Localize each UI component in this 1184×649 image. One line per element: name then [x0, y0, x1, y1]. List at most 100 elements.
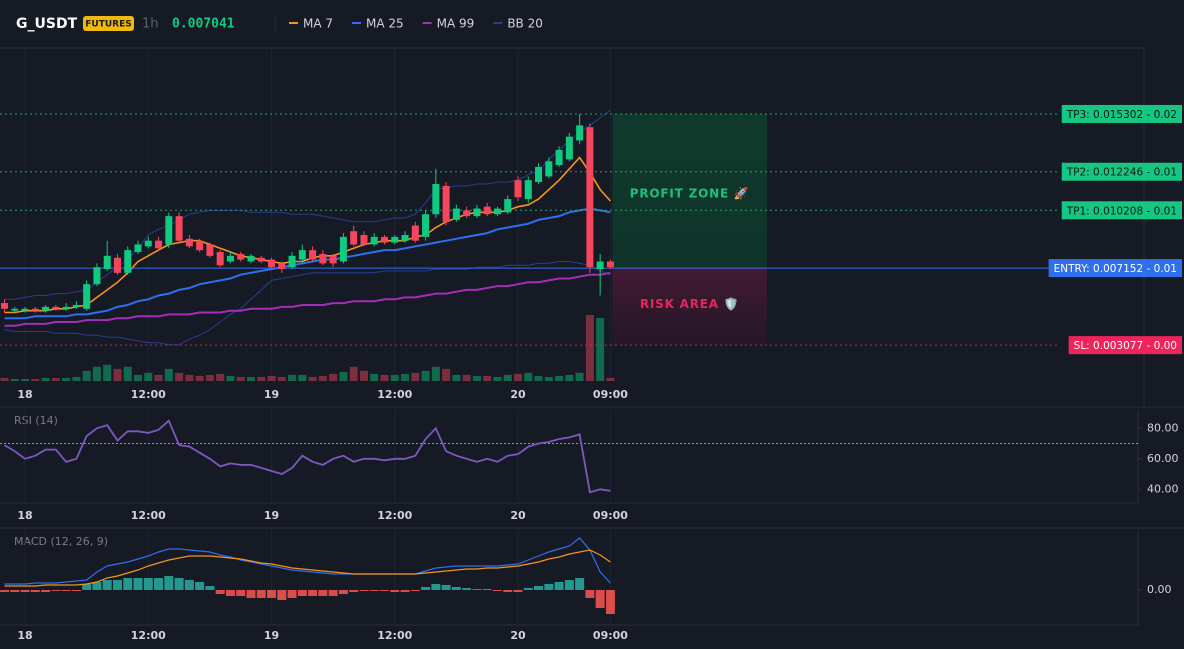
histogram-bar	[421, 587, 431, 590]
x-tick-label: 12:00	[131, 388, 166, 401]
volume-bar	[10, 378, 19, 381]
bb-upper	[4, 109, 611, 300]
histogram-bar	[205, 586, 215, 590]
ma-line	[4, 271, 611, 327]
x-tick-label: 19	[264, 509, 279, 522]
candle-body	[144, 240, 152, 247]
volume-bar	[431, 366, 440, 381]
histogram-bar	[20, 590, 30, 592]
histogram-bar	[0, 590, 9, 592]
histogram-bar	[328, 590, 338, 596]
level-label-bg	[1048, 259, 1182, 278]
bb-lower	[4, 261, 611, 346]
volume-bar	[185, 374, 194, 381]
level-label: TP3: 0.015302 - 0.02	[1066, 109, 1177, 121]
volume-bar	[164, 368, 173, 381]
x-tick-label: 12:00	[131, 629, 166, 642]
candle-body	[586, 127, 594, 268]
histogram-bar	[246, 590, 256, 598]
volume-bar	[462, 374, 471, 381]
x-tick-label: 19	[264, 388, 279, 401]
candle-body	[504, 199, 512, 213]
candle-body	[391, 236, 399, 243]
rsi-title: RSI (14)	[14, 414, 58, 427]
candle-body	[493, 208, 501, 215]
histogram-bar	[10, 590, 20, 592]
histogram-bar	[82, 584, 92, 590]
volume-bar	[21, 378, 30, 381]
x-tick-label: 20	[510, 509, 526, 522]
level-label: SL: 0.003077 - 0.00	[1074, 340, 1177, 352]
histogram-bar	[575, 578, 585, 590]
volume-bar	[565, 374, 574, 381]
level-label-bg	[1061, 201, 1182, 220]
histogram-bar	[41, 590, 51, 592]
volume-bar	[288, 374, 297, 381]
candle-body	[452, 208, 460, 220]
candle-body	[257, 257, 265, 262]
volume-bar	[596, 318, 605, 381]
candle-body	[11, 308, 19, 311]
legend-label: MA 25	[366, 17, 404, 31]
candle-body	[31, 308, 39, 311]
volume-bar	[277, 376, 286, 381]
histogram-bar	[102, 580, 112, 590]
candle-body	[411, 225, 419, 241]
candle-body	[606, 261, 614, 268]
volume-bar	[113, 368, 122, 381]
histogram-bar	[431, 584, 441, 590]
x-tick-label: 09:00	[593, 388, 628, 401]
last-price: 0.007041	[172, 17, 235, 32]
histogram-bar	[61, 590, 71, 591]
volume-bar	[154, 374, 163, 381]
volume-bar	[236, 376, 245, 381]
volume-bar	[329, 373, 338, 381]
histogram-bar	[225, 590, 235, 596]
volume-bar	[123, 366, 132, 381]
candle-body	[463, 210, 471, 217]
volume-bar	[226, 375, 235, 381]
volume-bar	[524, 372, 533, 381]
volume-bar	[267, 375, 276, 381]
histogram-bar	[462, 588, 472, 590]
histogram-bar	[472, 589, 482, 590]
histogram-bar	[51, 590, 61, 591]
histogram-bar	[256, 590, 266, 598]
volume-bar	[503, 374, 512, 381]
candle-body	[196, 240, 204, 251]
volume-bar	[390, 374, 399, 381]
volume-bar	[359, 370, 368, 381]
level-label-bg	[1068, 336, 1182, 355]
candle-body	[185, 238, 193, 247]
volume-bar	[421, 370, 430, 381]
volume-bar	[534, 375, 543, 381]
candle-body	[339, 236, 347, 262]
badge: FUTURES	[85, 20, 131, 30]
candle-body	[319, 253, 327, 264]
volume-bar	[401, 373, 410, 381]
candle-body	[155, 240, 163, 249]
y-tick-label: 60.00	[1147, 452, 1179, 465]
candle-body	[380, 236, 388, 243]
histogram-bar	[585, 590, 595, 598]
candle-body	[535, 166, 543, 183]
candle-body	[134, 244, 142, 253]
zone-label: PROFIT ZONE 🚀	[630, 187, 750, 201]
level-label: ENTRY: 0.007152 - 0.01	[1054, 263, 1177, 275]
zone-label: RISK AREA 🛡️	[640, 297, 740, 311]
histogram-bar	[400, 590, 410, 592]
candle-body	[165, 216, 173, 245]
volume-bar	[103, 364, 112, 381]
histogram-bar	[164, 576, 174, 590]
x-tick-label: 20	[510, 388, 526, 401]
y-tick-label: 0.00	[1147, 583, 1172, 596]
legend-label: BB 20	[507, 17, 543, 31]
candle-body	[72, 304, 80, 307]
candle-body	[216, 252, 224, 266]
level-label-bg	[1061, 162, 1182, 181]
x-tick-label: 18	[17, 509, 32, 522]
x-tick-label: 12:00	[131, 509, 166, 522]
level-label: TP2: 0.012246 - 0.01	[1066, 167, 1177, 179]
histogram-bar	[513, 590, 523, 592]
candle-body	[555, 149, 563, 166]
